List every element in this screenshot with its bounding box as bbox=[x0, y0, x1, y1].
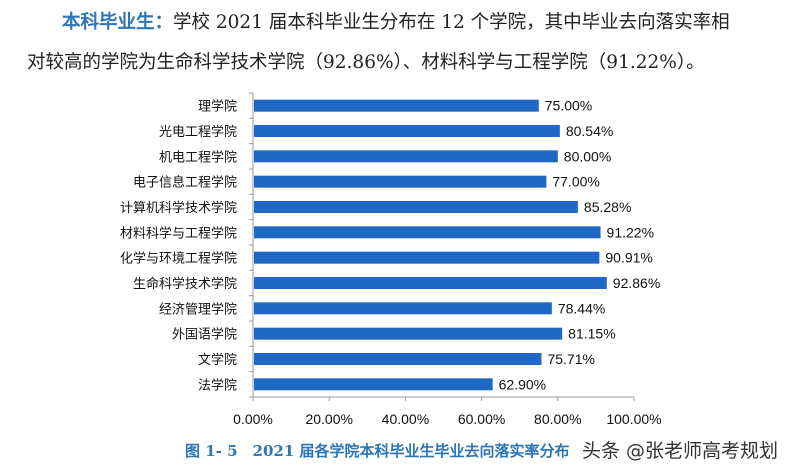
x-tick-label: 20.00% bbox=[305, 411, 352, 427]
category-label: 电子信息工程学院 bbox=[133, 175, 237, 191]
bar bbox=[254, 125, 560, 137]
bar bbox=[254, 251, 600, 264]
data-label: 77.00% bbox=[552, 174, 599, 190]
bar bbox=[254, 150, 558, 163]
bar bbox=[254, 302, 552, 315]
data-label: 80.00% bbox=[564, 148, 611, 164]
x-tick-label: 80.00% bbox=[534, 411, 581, 427]
paragraph-line-2: 对较高的学院为生命科学技术学院（92.86%）、材料科学与工程学院（91.22%… bbox=[27, 52, 705, 73]
paragraph-line-1: 本科毕业生：学校 2021 届本科毕业生分布在 12 个学院，其中毕业去向落实率… bbox=[62, 8, 794, 34]
data-label: 81.15% bbox=[568, 326, 615, 342]
data-label: 90.91% bbox=[605, 250, 652, 266]
category-label: 材料科学与工程学院 bbox=[120, 225, 237, 241]
data-label: 92.86% bbox=[613, 275, 660, 291]
category-label: 计算机科学技术学院 bbox=[120, 200, 237, 216]
bar bbox=[254, 277, 607, 289]
data-label: 75.71% bbox=[547, 351, 594, 367]
watermark: 头条 @张老师高考规划 bbox=[582, 440, 779, 462]
bar bbox=[254, 353, 542, 365]
category-label: 法学院 bbox=[198, 377, 237, 393]
bar bbox=[254, 175, 547, 188]
bar bbox=[254, 327, 563, 340]
category-label: 化学与环境工程学院 bbox=[120, 251, 237, 267]
paragraph-label: 本科毕业生： bbox=[62, 12, 174, 33]
data-label: 91.22% bbox=[607, 224, 654, 240]
category-label: 机电工程学院 bbox=[159, 149, 237, 165]
x-tick-label: 60.00% bbox=[458, 411, 505, 427]
bar bbox=[254, 226, 601, 239]
paragraph-text-1: 学校 2021 届本科毕业生分布在 12 个学院，其中毕业去向落实率相 bbox=[173, 12, 730, 33]
data-label: 78.44% bbox=[558, 300, 605, 316]
data-label: 62.90% bbox=[499, 376, 546, 392]
category-label: 经济管理学院 bbox=[159, 301, 237, 317]
x-tick-label: 40.00% bbox=[382, 411, 429, 427]
x-tick-label: 100.00% bbox=[606, 411, 661, 427]
data-label: 85.28% bbox=[584, 199, 631, 215]
bar bbox=[254, 99, 539, 112]
category-label: 外国语学院 bbox=[172, 327, 237, 343]
category-label: 光电工程学院 bbox=[159, 124, 237, 140]
bar bbox=[254, 378, 493, 391]
x-tick-label: 0.00% bbox=[233, 411, 273, 427]
data-label: 80.54% bbox=[566, 123, 613, 139]
data-label: 75.00% bbox=[545, 98, 592, 114]
category-label: 理学院 bbox=[198, 99, 237, 115]
bar bbox=[254, 201, 578, 213]
category-label: 生命科学技术学院 bbox=[133, 276, 237, 292]
chart-caption: 图 1- 5 2021 届各学院本科毕业生毕业去向落实率分布 bbox=[185, 442, 570, 460]
category-label: 文学院 bbox=[198, 352, 237, 368]
